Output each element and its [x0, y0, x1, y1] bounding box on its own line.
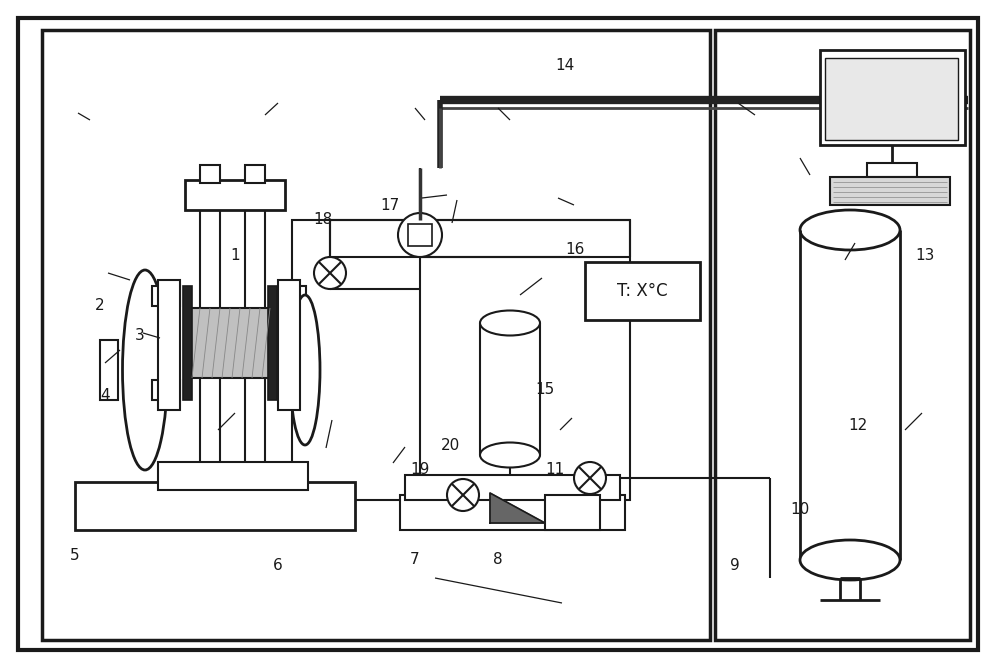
- Text: 15: 15: [535, 383, 555, 397]
- Bar: [158, 280, 180, 410]
- Bar: [152, 286, 180, 306]
- Polygon shape: [490, 493, 545, 523]
- Bar: [245, 165, 265, 183]
- Bar: [867, 163, 917, 177]
- Bar: [278, 286, 306, 306]
- Bar: [400, 495, 625, 530]
- Text: 7: 7: [410, 552, 420, 568]
- Text: 5: 5: [70, 548, 80, 562]
- Text: 9: 9: [730, 558, 740, 572]
- Bar: [280, 340, 298, 400]
- Text: 16: 16: [565, 242, 585, 257]
- Bar: [190, 308, 270, 378]
- Ellipse shape: [800, 540, 900, 580]
- Circle shape: [314, 257, 346, 289]
- Ellipse shape: [800, 210, 900, 250]
- Bar: [408, 224, 432, 246]
- Bar: [715, 30, 970, 640]
- Bar: [200, 180, 220, 470]
- Bar: [42, 30, 710, 640]
- Bar: [185, 180, 285, 210]
- Text: 12: 12: [848, 418, 868, 432]
- Bar: [545, 495, 600, 530]
- Bar: [152, 380, 180, 400]
- Text: 6: 6: [273, 558, 283, 572]
- Text: 20: 20: [440, 438, 460, 452]
- Bar: [183, 286, 192, 400]
- Bar: [75, 482, 355, 530]
- Bar: [200, 165, 220, 183]
- Bar: [405, 475, 620, 500]
- Circle shape: [447, 479, 479, 511]
- Ellipse shape: [290, 295, 320, 445]
- Bar: [268, 286, 277, 400]
- Text: T: X°C: T: X°C: [617, 282, 667, 300]
- Circle shape: [398, 213, 442, 257]
- Bar: [245, 180, 265, 470]
- Text: 1: 1: [230, 248, 240, 263]
- Ellipse shape: [122, 270, 168, 470]
- Bar: [292, 220, 630, 500]
- Ellipse shape: [480, 311, 540, 335]
- Circle shape: [574, 462, 606, 494]
- Text: 2: 2: [95, 297, 105, 313]
- Text: 4: 4: [100, 387, 110, 403]
- Text: 3: 3: [135, 327, 145, 343]
- Text: 13: 13: [915, 248, 935, 263]
- Text: 8: 8: [493, 552, 503, 568]
- Bar: [278, 380, 306, 400]
- Ellipse shape: [480, 442, 540, 468]
- Bar: [830, 177, 950, 205]
- Bar: [158, 462, 308, 490]
- Text: 18: 18: [313, 212, 333, 228]
- Bar: [820, 50, 965, 145]
- Bar: [100, 340, 118, 400]
- Bar: [825, 58, 958, 140]
- Text: 14: 14: [555, 57, 575, 73]
- Text: 11: 11: [545, 462, 565, 478]
- Text: 10: 10: [790, 502, 810, 518]
- Bar: [278, 280, 300, 410]
- Text: 19: 19: [410, 462, 430, 478]
- Bar: [585, 262, 700, 320]
- Text: 17: 17: [380, 198, 400, 212]
